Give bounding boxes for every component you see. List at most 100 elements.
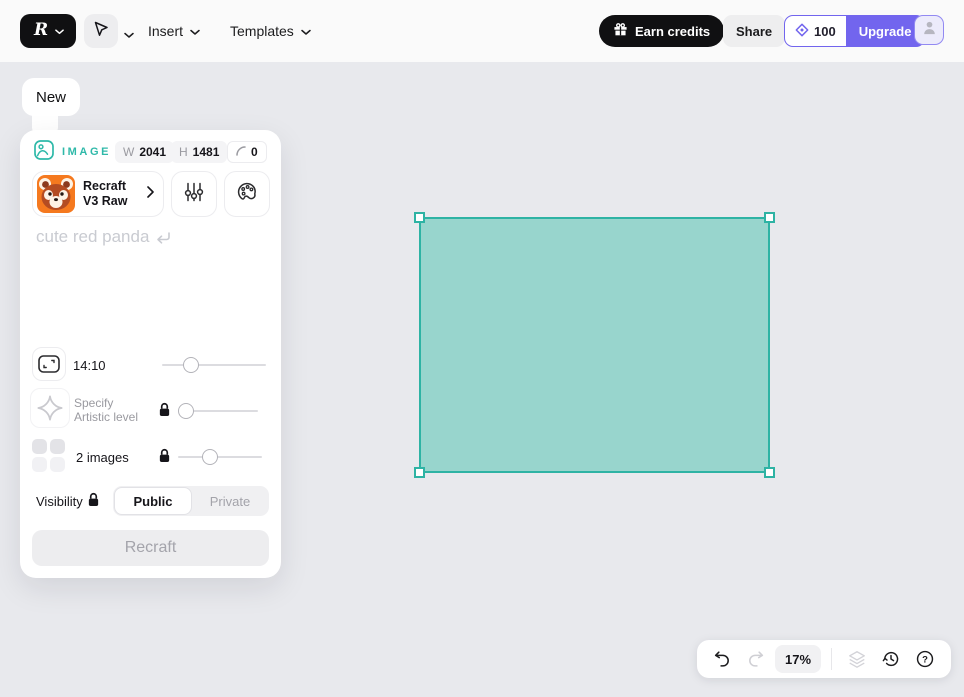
lock-icon[interactable]	[87, 492, 100, 512]
enter-icon	[157, 232, 171, 244]
visibility-option-private[interactable]: Private	[209, 493, 251, 509]
toolbar-divider	[831, 648, 833, 670]
earn-credits-label: Earn credits	[635, 23, 711, 39]
aspect-ratio-value: 14:10	[73, 358, 106, 373]
style-palette-button[interactable]	[224, 171, 270, 217]
resize-handle-bottom-right[interactable]	[764, 467, 775, 478]
model-name: Recraft V3 Raw	[83, 179, 128, 208]
tool-dropdown-chevron-icon[interactable]	[124, 26, 134, 44]
canvas-controls-toolbar: 17% ?	[697, 640, 951, 678]
earn-credits-button[interactable]: Earn credits	[599, 15, 725, 47]
aspect-ratio-icon	[38, 355, 60, 373]
images-count-slider[interactable]	[178, 449, 262, 465]
image-settings-panel: IMAGE W 2041 H 1481 0	[20, 130, 281, 578]
share-button[interactable]: Share	[723, 15, 786, 47]
height-field[interactable]: H 1481	[171, 141, 228, 163]
recraft-logo-icon: R	[32, 19, 50, 44]
model-row: Recraft V3 Raw	[32, 171, 270, 217]
upgrade-label: Upgrade	[858, 23, 912, 39]
layers-icon	[849, 651, 865, 668]
star-icon	[37, 395, 63, 421]
images-count-label: 2 images	[76, 450, 129, 465]
corner-radius-value: 0	[251, 145, 258, 159]
credits-balance-button[interactable]: 100	[785, 16, 846, 46]
chevron-down-icon	[190, 23, 200, 39]
lock-icon[interactable]	[158, 402, 171, 422]
zoom-level-value: 17%	[785, 651, 812, 667]
width-field-label: W	[123, 145, 135, 159]
chevron-down-icon	[301, 23, 311, 39]
palette-icon	[236, 181, 258, 208]
lock-icon[interactable]	[158, 448, 171, 468]
select-tool-button[interactable]	[84, 14, 118, 48]
element-type-label: IMAGE	[62, 146, 112, 158]
chevron-right-icon	[147, 185, 154, 203]
artistic-level-slider[interactable]	[178, 403, 258, 419]
selected-image-frame[interactable]	[414, 212, 775, 478]
user-icon	[921, 19, 938, 41]
visibility-toggle: Public Private	[113, 486, 269, 516]
model-selector-button[interactable]: Recraft V3 Raw	[32, 171, 164, 217]
model-thumbnail-red-panda	[37, 175, 75, 213]
visibility-option-public[interactable]: Public	[114, 487, 192, 515]
slider-knob[interactable]	[202, 449, 218, 465]
layers-button[interactable]	[842, 644, 872, 674]
redo-icon	[749, 651, 764, 667]
slider-knob[interactable]	[183, 357, 199, 373]
images-grid-icon[interactable]	[32, 439, 66, 473]
artistic-level-label: Specify Artistic level	[74, 396, 139, 424]
prompt-input[interactable]: cute red panda	[36, 227, 266, 337]
sliders-icon	[183, 181, 205, 208]
prompt-placeholder: cute red panda	[36, 227, 150, 246]
generation-settings-button[interactable]	[171, 171, 217, 217]
recraft-generate-button[interactable]: Recraft	[32, 530, 269, 566]
corner-radius-field[interactable]: 0	[227, 141, 267, 163]
aspect-ratio-button[interactable]	[32, 347, 66, 381]
help-icon: ?	[916, 650, 934, 668]
account-avatar-button[interactable]	[914, 15, 944, 45]
width-field[interactable]: W 2041	[115, 141, 175, 163]
slider-track[interactable]	[178, 456, 262, 458]
panel-header: IMAGE	[34, 139, 112, 165]
history-button[interactable]	[876, 644, 906, 674]
aspect-ratio-slider[interactable]	[162, 357, 266, 373]
gift-icon	[613, 22, 628, 40]
share-label: Share	[736, 23, 773, 39]
templates-menu-label: Templates	[230, 23, 294, 39]
corner-radius-icon	[236, 145, 246, 159]
chevron-down-icon	[55, 22, 64, 40]
top-toolbar: R Insert Templates	[0, 0, 964, 62]
zoom-level-button[interactable]: 17%	[775, 645, 822, 673]
cursor-icon	[92, 20, 110, 43]
resize-handle-top-right[interactable]	[764, 212, 775, 223]
undo-icon	[714, 651, 729, 667]
templates-menu[interactable]: Templates	[230, 0, 311, 62]
height-field-label: H	[179, 145, 188, 159]
insert-menu-label: Insert	[148, 23, 184, 39]
redo-button[interactable]	[741, 644, 771, 674]
slider-track[interactable]	[178, 410, 258, 412]
slider-track[interactable]	[162, 364, 266, 366]
resize-handle-bottom-left[interactable]	[414, 467, 425, 478]
resize-handle-top-left[interactable]	[414, 212, 425, 223]
credits-count: 100	[814, 23, 836, 39]
diamond-icon	[795, 23, 809, 40]
visibility-label: Visibility	[36, 494, 83, 509]
svg-text:?: ?	[922, 655, 928, 666]
undo-button[interactable]	[707, 644, 737, 674]
upgrade-button[interactable]: Upgrade	[845, 16, 925, 46]
recraft-menu-button[interactable]: R	[20, 14, 76, 48]
artistic-level-button[interactable]	[30, 388, 70, 428]
credits-upgrade-group: 100 Upgrade	[784, 15, 926, 47]
width-field-value: 2041	[139, 145, 167, 159]
image-icon	[34, 139, 54, 165]
slider-knob[interactable]	[178, 403, 194, 419]
help-button[interactable]: ?	[910, 644, 940, 674]
svg-text:R: R	[33, 20, 48, 39]
history-icon	[882, 651, 899, 667]
insert-menu[interactable]: Insert	[148, 0, 200, 62]
tab-new-label: New	[36, 88, 67, 106]
height-field-value: 1481	[192, 145, 220, 159]
tab-new[interactable]: New	[22, 78, 81, 116]
